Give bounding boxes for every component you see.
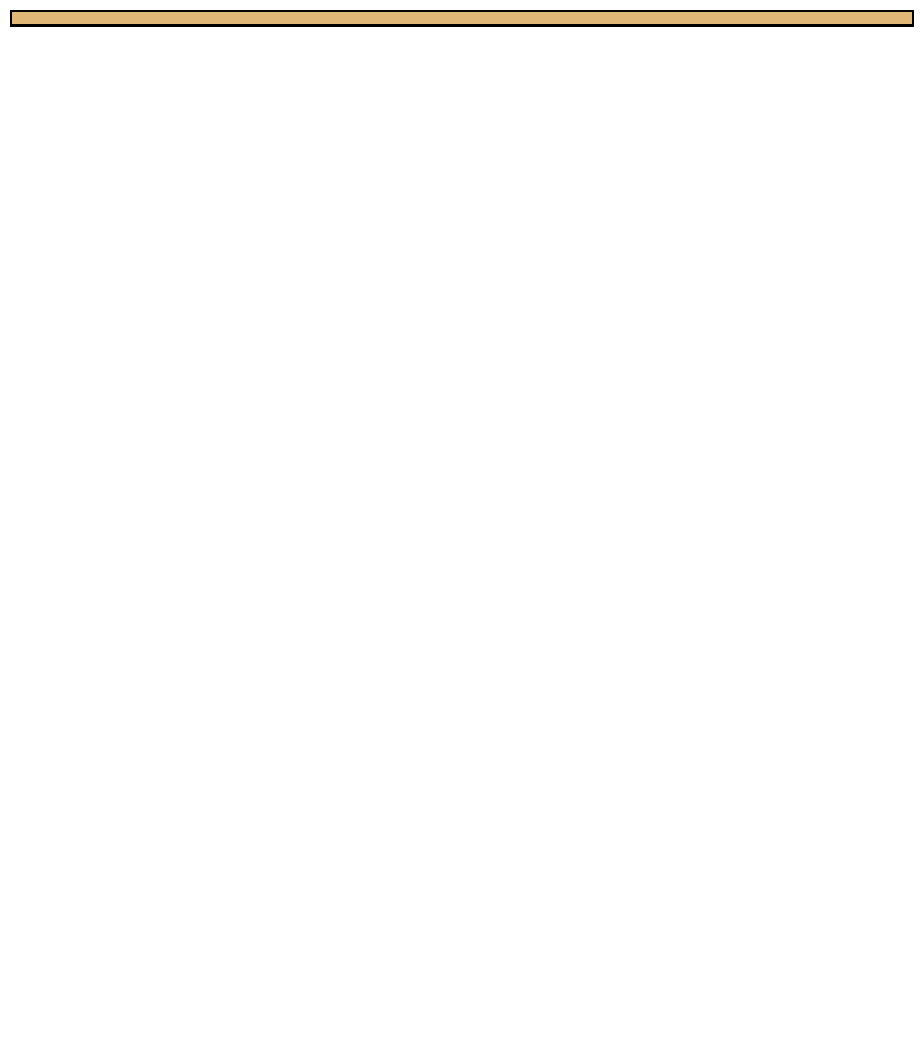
table-title	[12, 12, 912, 25]
performance-dimensions-table	[10, 10, 914, 27]
